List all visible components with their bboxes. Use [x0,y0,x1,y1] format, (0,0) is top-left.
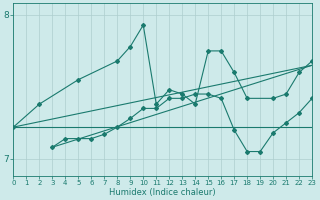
X-axis label: Humidex (Indice chaleur): Humidex (Indice chaleur) [109,188,216,197]
